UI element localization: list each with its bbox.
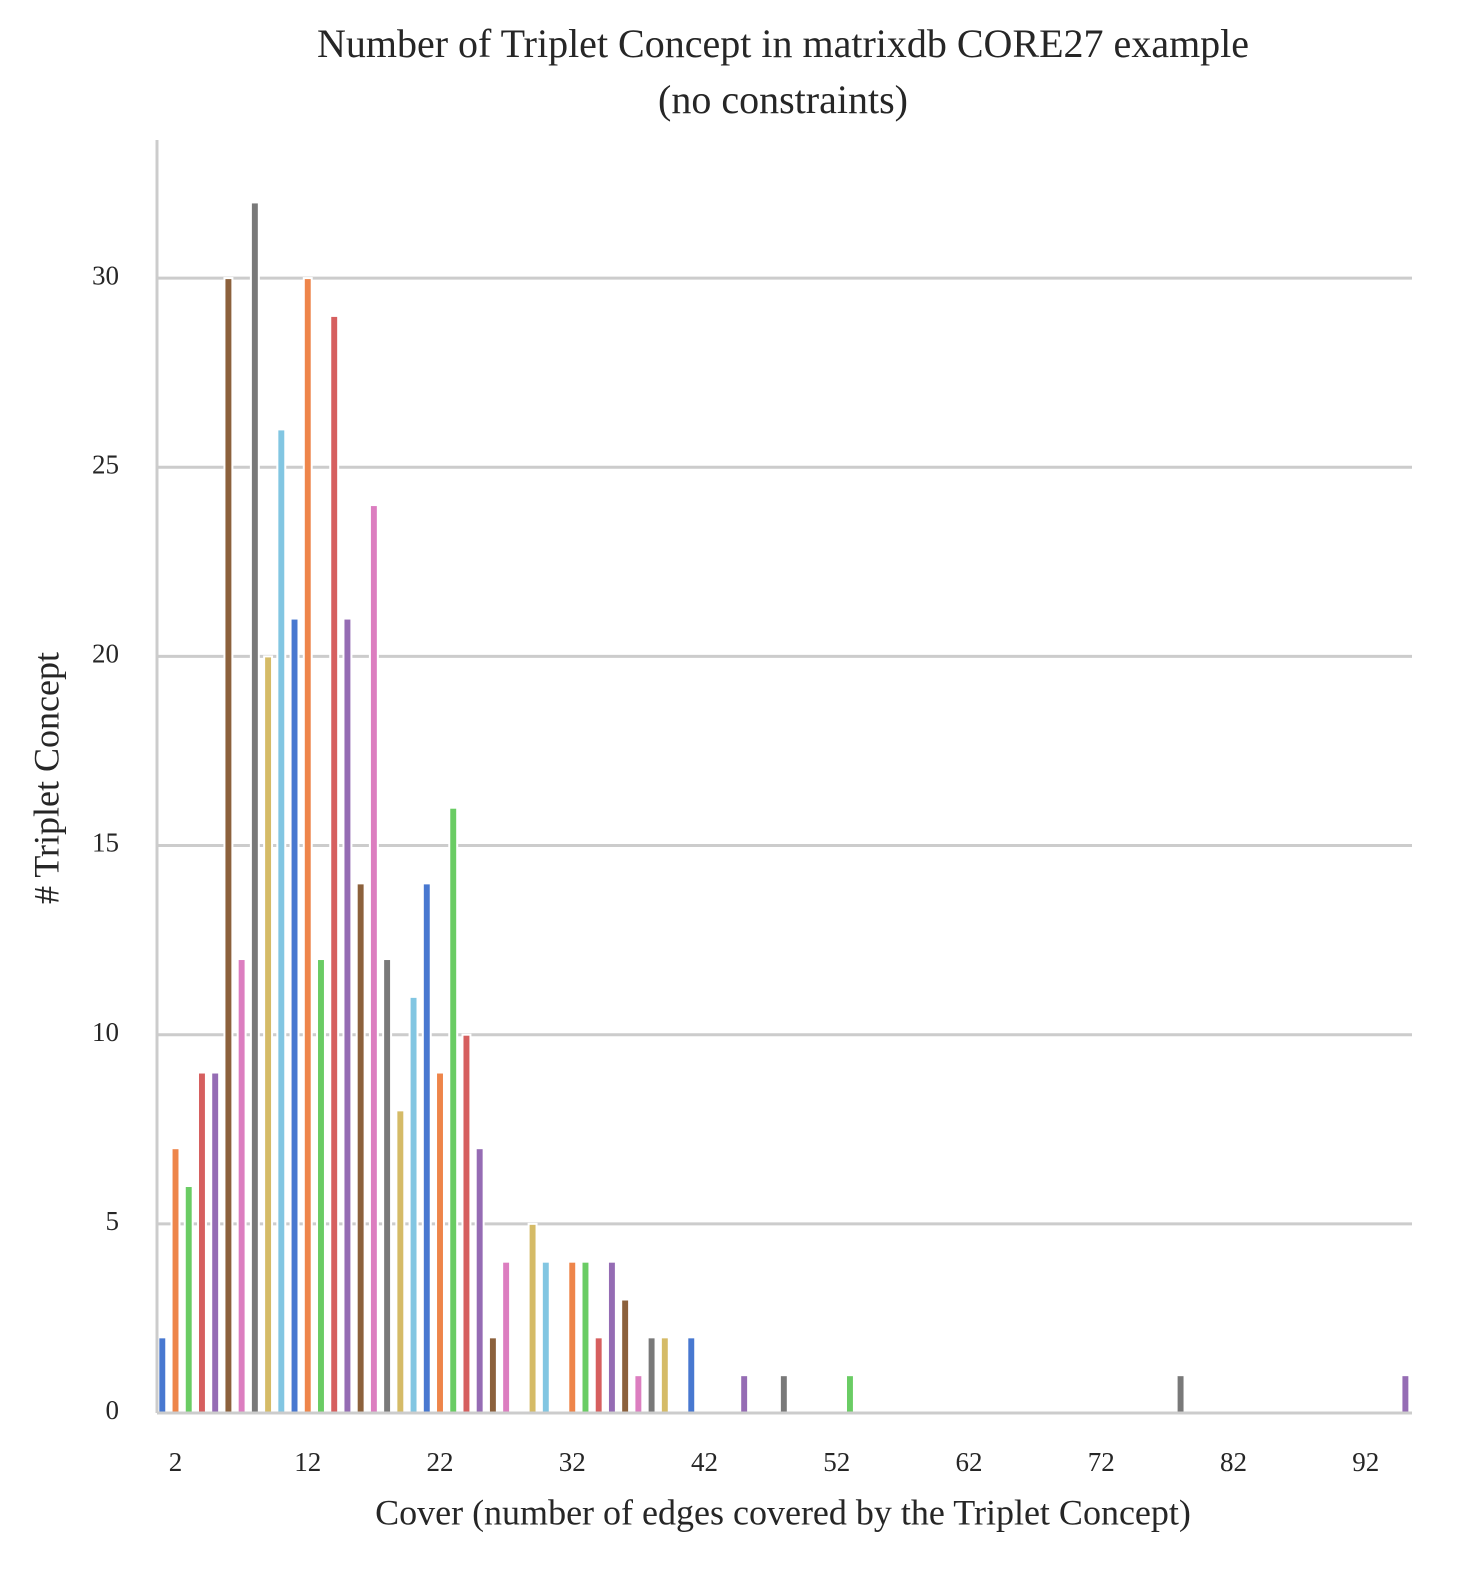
x-tick-label: 92 [1352,1447,1379,1477]
bar [487,1336,498,1414]
bar [276,428,287,1414]
bar [368,504,379,1414]
bar [501,1260,512,1415]
bar [1400,1374,1411,1415]
y-tick-label: 5 [106,1206,120,1236]
bar [474,1147,485,1415]
chart-subtitle: (no constraints) [658,77,908,122]
bar [421,882,432,1414]
bar [580,1260,591,1415]
x-tick-label: 2 [169,1447,183,1477]
bar [646,1336,657,1414]
bar [567,1260,578,1415]
bar [527,1222,538,1414]
bar [408,995,419,1414]
y-axis-label: # Triplet Concept [26,652,66,904]
bar [355,882,366,1414]
bar [196,1071,207,1415]
y-tick-label: 10 [92,1017,119,1047]
y-tick-label: 25 [92,449,119,479]
bar [633,1374,644,1415]
bar [342,617,353,1414]
bar [620,1298,631,1415]
x-axis-label: Cover (number of edges covered by the Tr… [375,1492,1191,1532]
bar [223,277,234,1415]
bar [316,958,326,1415]
bar [210,1071,221,1415]
bar [170,1147,181,1415]
bar [606,1260,617,1415]
bar [157,1336,168,1414]
bar [302,277,313,1415]
bar [448,806,459,1414]
bar [1175,1374,1186,1415]
y-tick-label: 20 [92,639,119,669]
chart-title: Number of Triplet Concept in matrixdb CO… [317,21,1249,66]
x-tick-label: 52 [823,1447,850,1477]
bar [739,1374,750,1415]
y-tick-label: 15 [92,828,119,858]
bar [778,1374,789,1415]
y-tick-label: 30 [92,260,119,290]
bar [382,958,393,1415]
bar [289,617,300,1414]
bar [183,1185,194,1415]
bar [593,1336,604,1414]
x-tick-label: 72 [1088,1447,1115,1477]
bar [686,1336,697,1414]
bar [461,1033,472,1414]
x-tick-label: 22 [427,1447,454,1477]
bar [844,1374,855,1415]
bar [329,314,340,1414]
x-tick-label: 62 [955,1447,982,1477]
x-tick-label: 32 [559,1447,586,1477]
x-tick-label: 82 [1220,1447,1247,1477]
bar [236,958,247,1415]
bar [263,655,274,1414]
bar [659,1336,670,1414]
bar [540,1260,551,1415]
x-tick-label: 42 [691,1447,718,1477]
bar [249,201,260,1414]
x-tick-label: 12 [294,1447,321,1477]
y-tick-label: 0 [106,1395,120,1425]
bar [395,1109,406,1414]
bar [435,1071,445,1415]
